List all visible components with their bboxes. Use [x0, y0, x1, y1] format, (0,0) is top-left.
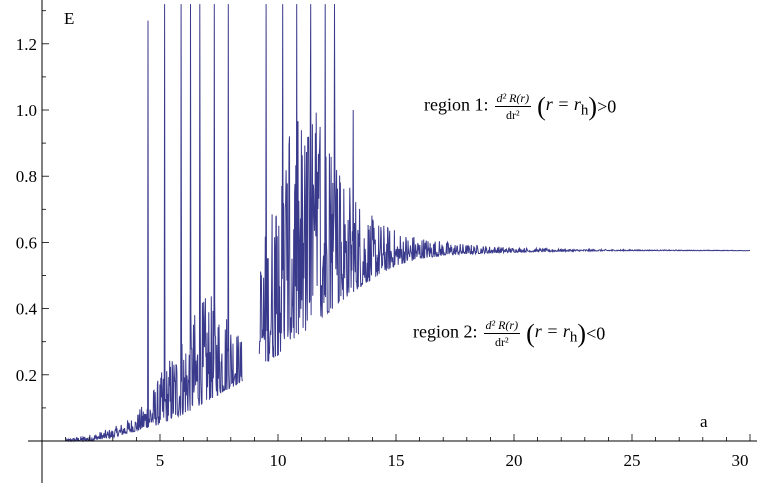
- x-tick-label: 10: [270, 451, 287, 470]
- region-1-subscript: h: [580, 102, 589, 119]
- region-2-inequality: <0: [586, 323, 606, 344]
- region-2-condition-text: r = r: [534, 321, 570, 342]
- y-tick-label: 0.2: [16, 366, 37, 385]
- x-tick-label: 20: [506, 451, 523, 470]
- region-1-condition: r = rh: [545, 94, 589, 119]
- region-2-condition: r = rh: [534, 321, 578, 346]
- x-tick-label: 25: [624, 451, 641, 470]
- region-1-numerator: d² R(r): [494, 91, 532, 107]
- region-1-fraction: d² R(r) dr²: [494, 91, 532, 122]
- y-tick-label: 0.8: [16, 167, 37, 186]
- region-2-numerator: d² R(r): [483, 318, 521, 334]
- region-1-annotation: region 1: d² R(r) dr² (r = rh)>0: [424, 91, 617, 123]
- region-1-lead: region 1:: [424, 94, 489, 115]
- x-tick-label: 5: [156, 451, 165, 470]
- region-1-denominator: dr²: [506, 108, 520, 122]
- region-2-lead: region 2:: [413, 321, 478, 342]
- region-2-subscript: h: [569, 329, 578, 346]
- region-2-fraction: d² R(r) dr²: [483, 318, 521, 349]
- region-2-denominator: dr²: [495, 335, 509, 349]
- region-2-left-paren: (: [526, 319, 535, 348]
- region-1-condition-text: r = r: [545, 94, 581, 115]
- x-ticks: 5 10 15 20 25 30: [65, 434, 751, 470]
- y-tick-label: 0.4: [16, 300, 38, 319]
- region-1-left-paren: (: [537, 92, 546, 121]
- region-2-right-paren: ): [577, 319, 587, 348]
- y-ticks: 0.2 0.4 0.6 0.8 1.0 1.2: [16, 10, 49, 409]
- x-tick-label: 30: [732, 451, 749, 470]
- y-tick-label: 1.0: [16, 101, 37, 120]
- energy-series-line: [65, 4, 751, 443]
- y-tick-label: 0.6: [16, 233, 37, 252]
- x-axis-label: a: [700, 412, 708, 431]
- region-2-annotation: region 2: d² R(r) dr² (r = rh)<0: [413, 318, 606, 350]
- y-axis-label: E: [64, 9, 74, 28]
- y-tick-label: 1.2: [16, 35, 37, 54]
- region-1-inequality: >0: [597, 96, 617, 117]
- x-tick-label: 15: [388, 451, 405, 470]
- region-1-right-paren: ): [588, 92, 598, 121]
